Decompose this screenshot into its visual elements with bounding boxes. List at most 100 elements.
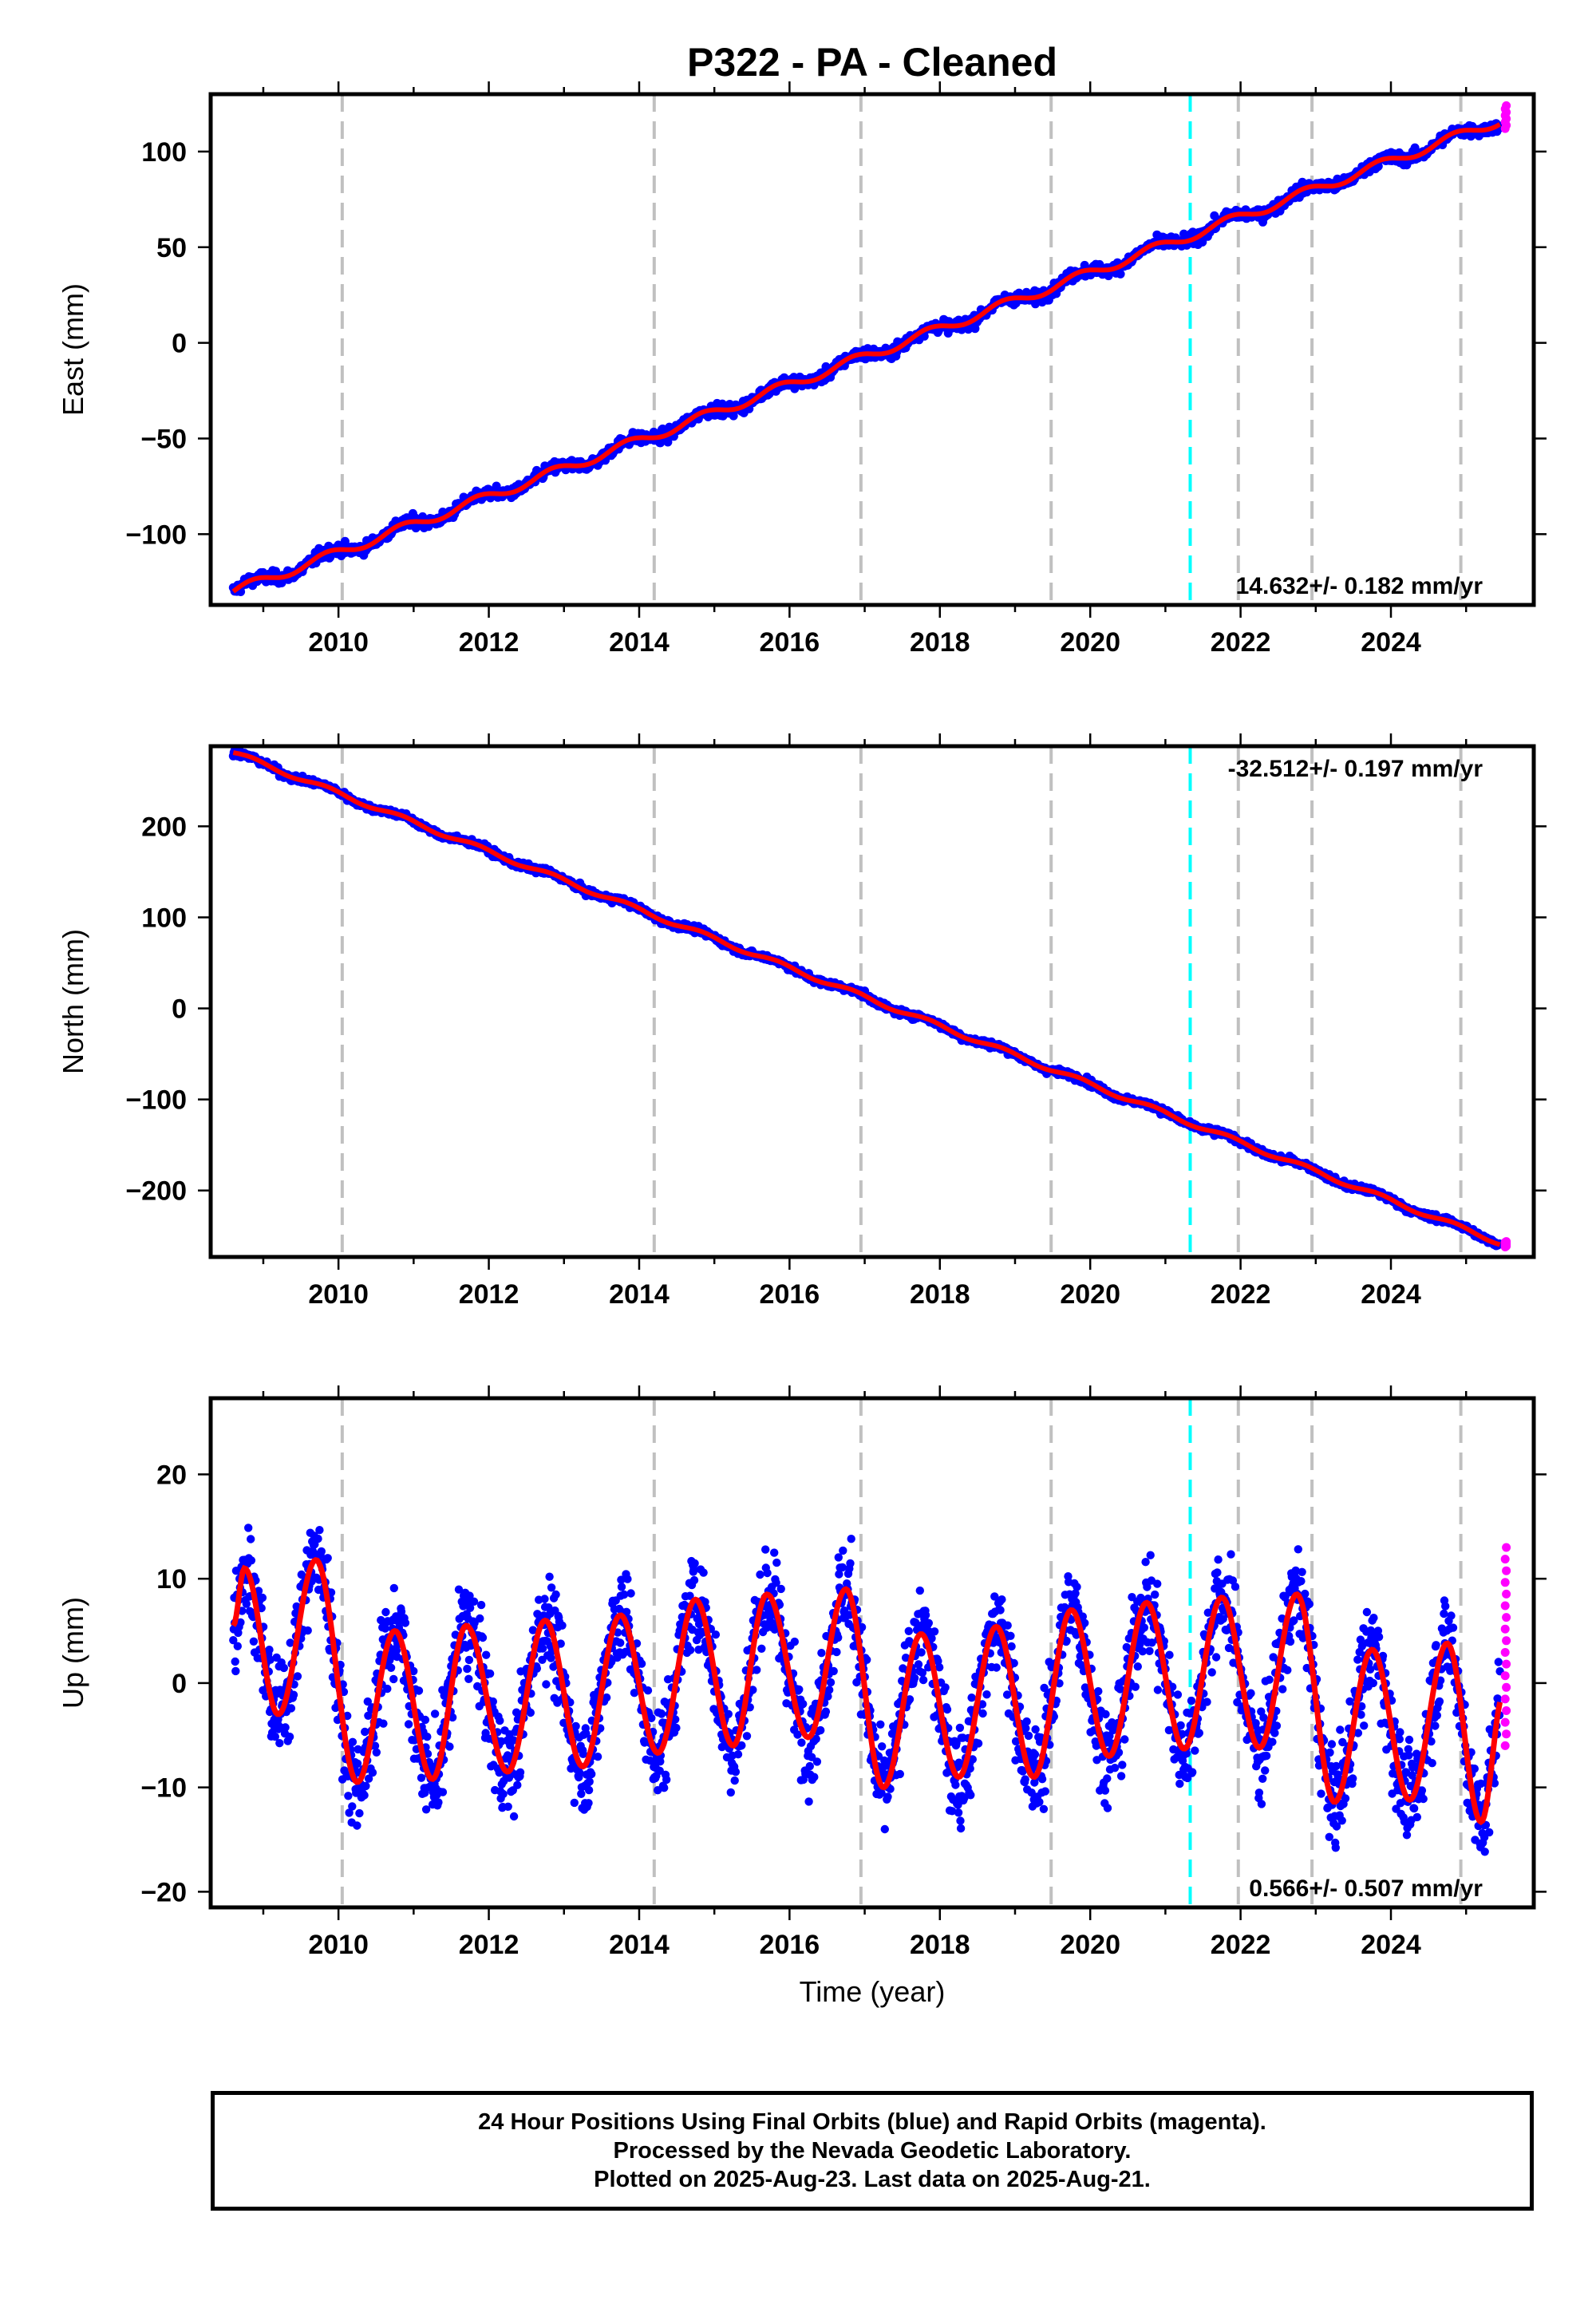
final-orbit-point: [464, 1674, 473, 1683]
final-orbit-point: [364, 1711, 373, 1720]
x-tick-label: 2010: [308, 1279, 369, 1310]
final-orbit-point: [353, 1759, 362, 1768]
final-orbit-point: [368, 1768, 377, 1777]
final-orbit-point: [266, 1655, 275, 1664]
final-orbit-point: [247, 1535, 255, 1543]
final-orbit-point: [804, 1797, 813, 1806]
final-orbit-point: [454, 1585, 464, 1594]
final-orbit-point: [381, 1607, 390, 1617]
final-orbit-point: [434, 1798, 443, 1807]
final-orbit-point: [528, 1626, 538, 1634]
model-fit-line: [232, 750, 1501, 1247]
final-orbit-point: [623, 1575, 632, 1583]
final-orbit-point: [323, 1554, 332, 1563]
final-orbit-point: [551, 1590, 560, 1599]
panel-frame: [208, 744, 1536, 1259]
final-orbit-point: [672, 1723, 681, 1733]
final-orbit-point: [776, 1584, 785, 1594]
final-orbit-point: [465, 1591, 474, 1600]
final-orbit-point: [532, 1664, 541, 1673]
final-orbit-point: [711, 1630, 721, 1639]
final-orbit-point: [315, 1526, 324, 1535]
x-tick-label: 2010: [308, 627, 369, 658]
final-orbit-point: [657, 1709, 666, 1718]
y-axis-label: East (mm): [57, 283, 89, 416]
final-orbit-point: [370, 1741, 380, 1750]
final-orbit-point: [512, 1708, 521, 1717]
final-orbit-point: [643, 1686, 653, 1695]
final-orbit-point: [733, 1750, 743, 1759]
final-orbit-point: [363, 1697, 372, 1706]
final-orbit-point: [464, 1655, 474, 1665]
final-orbit-point: [482, 1650, 491, 1659]
final-orbit-point: [772, 1558, 781, 1567]
final-orbit-point: [289, 1690, 298, 1699]
y-tick-label: 200: [141, 812, 187, 842]
final-orbit-point: [258, 1593, 267, 1603]
final-orbit-point: [726, 1788, 735, 1797]
y-tick-label: 0: [172, 994, 187, 1025]
x-tick-label: 2024: [1361, 1279, 1421, 1310]
final-orbit-point: [242, 1599, 251, 1608]
final-orbit-point: [285, 1733, 294, 1741]
final-orbit-point: [409, 1666, 418, 1676]
final-orbit-point: [812, 1757, 822, 1766]
y-tick-label: −200: [125, 1176, 187, 1207]
final-orbit-point: [275, 1739, 284, 1748]
final-orbit-point: [761, 1545, 770, 1554]
final-orbit-point: [917, 1648, 926, 1657]
final-orbit-point: [421, 1805, 431, 1814]
final-orbit-point: [348, 1737, 358, 1746]
final-orbit-point: [826, 1678, 836, 1687]
x-tick-label: 2024: [1361, 627, 1421, 658]
x-tick-label: 2012: [459, 1279, 519, 1310]
final-orbit-point: [584, 1785, 594, 1795]
final-orbit-point: [878, 1742, 887, 1751]
x-tick-label: 2020: [1060, 1279, 1120, 1310]
final-orbit-point: [469, 1597, 479, 1607]
final-orbit-point: [540, 1595, 549, 1603]
final-orbit-point: [509, 1812, 519, 1821]
final-orbit-point: [662, 1775, 671, 1784]
final-orbit-point: [317, 1547, 326, 1556]
final-orbit-point: [236, 1618, 245, 1627]
final-orbit-point: [1104, 271, 1113, 281]
final-orbit-point: [389, 1674, 398, 1684]
final-orbit-point: [314, 1534, 322, 1543]
final-orbit-point: [839, 1546, 847, 1555]
final-orbit-point: [660, 1784, 669, 1792]
panels: 2010 2012 2014 2016 2018 2020 2022 2024100500−5…: [57, 81, 1547, 1960]
final-orbit-point: [847, 1535, 855, 1543]
final-orbit-point: [303, 1626, 312, 1635]
final-orbit-point: [817, 1649, 826, 1658]
final-orbit-point: [286, 1638, 294, 1647]
final-orbit-point: [910, 1674, 919, 1682]
final-orbit-point: [790, 1637, 799, 1646]
final-orbit-point: [1116, 269, 1125, 279]
panel-north: 2010 2012 2014 2016 2018 2020 2022 20242001000−…: [57, 733, 1547, 1310]
final-orbit-point: [379, 1719, 388, 1728]
final-orbit-point: [231, 1666, 240, 1676]
final-orbit-point: [876, 1720, 885, 1729]
final-orbit-point: [538, 1644, 547, 1653]
final-orbit-point: [770, 1548, 779, 1557]
final-orbit-point: [756, 1570, 764, 1579]
final-orbit-point: [816, 1725, 825, 1735]
final-orbit-point: [805, 1761, 814, 1771]
final-orbit-point: [496, 1716, 504, 1725]
final-orbit-point: [397, 1607, 406, 1616]
final-orbit-point: [463, 1664, 472, 1674]
final-orbit-point: [904, 1626, 914, 1635]
final-orbit-point: [797, 1738, 806, 1747]
final-orbit-point: [231, 1657, 239, 1666]
x-tick-label: 2016: [760, 1279, 820, 1310]
panel-up: 2010 2012 2014 2016 2018 2020 2022 202420100−10…: [57, 1385, 1547, 1960]
final-orbit-point: [499, 1789, 508, 1799]
final-orbit-point: [617, 1583, 626, 1591]
final-orbit-point: [476, 1614, 484, 1623]
final-orbit-point: [271, 1732, 279, 1741]
final-orbit-point: [281, 1723, 290, 1732]
final-orbit-point: [587, 1769, 596, 1779]
final-orbit-point: [353, 1821, 361, 1830]
y-tick-label: 0: [172, 329, 187, 359]
